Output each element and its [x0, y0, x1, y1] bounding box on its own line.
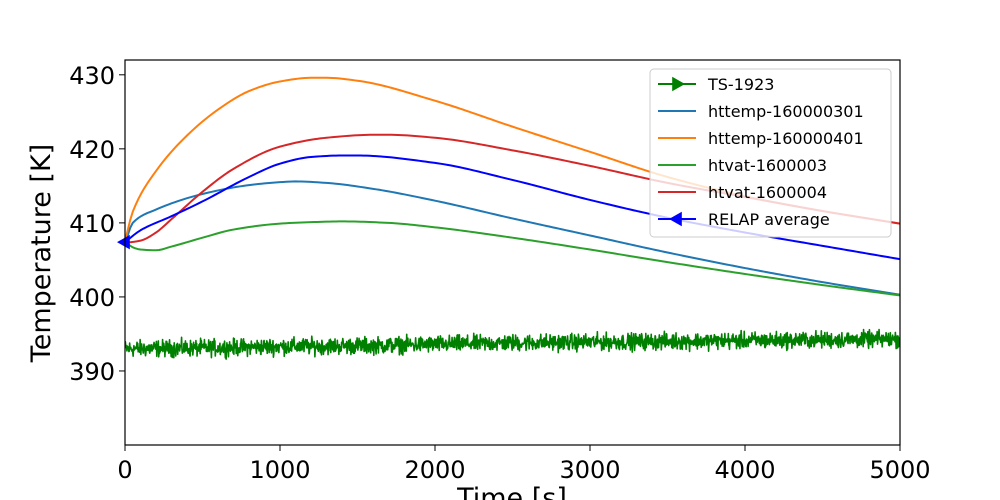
series-line-htvat-1600003	[125, 220, 900, 297]
series-line-ts-1923	[125, 328, 900, 360]
y-axis: 390 400 410 420 430	[69, 62, 125, 386]
series-marker	[117, 234, 130, 250]
legend-item: htvat-1600003	[658, 156, 827, 175]
x-axis: 0 1000 2000 3000 4000 5000	[117, 445, 931, 484]
x-tick-label: 3000	[559, 456, 620, 484]
legend-label: httemp-160000301	[708, 102, 864, 121]
legend-label: RELAP average	[708, 210, 830, 229]
legend-label: httemp-160000401	[708, 129, 864, 148]
legend-box	[649, 68, 892, 238]
legend-item: httemp-160000401	[658, 129, 864, 148]
y-axis-label: Temperature [K]	[26, 144, 57, 363]
plot-frame	[124, 59, 901, 446]
x-tick-label: 5000	[869, 456, 930, 484]
x-tick-label: 4000	[714, 456, 775, 484]
marker-layer	[117, 234, 130, 250]
legend-marker	[672, 76, 685, 92]
legend: TS-1923 httemp-160000301 httemp-160000401 h…	[649, 68, 892, 238]
y-tick-label: 410	[69, 210, 115, 238]
legend-label: htvat-1600004	[708, 183, 827, 202]
x-tick-label: 1000	[249, 456, 310, 484]
y-tick-label: 420	[69, 136, 115, 164]
legend-marker	[669, 211, 682, 227]
legend-label: htvat-1600003	[708, 156, 827, 175]
legend-item: htvat-1600004	[658, 183, 827, 202]
legend-label: TS-1923	[707, 75, 774, 94]
y-tick-label: 390	[69, 358, 115, 386]
y-tick-label: 430	[69, 62, 115, 90]
y-tick-label: 400	[69, 284, 115, 312]
x-tick-label: 2000	[404, 456, 465, 484]
series-line-httemp-160000301	[125, 180, 900, 296]
x-axis-label: Time [s]	[456, 483, 567, 500]
x-tick-label: 0	[117, 456, 132, 484]
legend-item: RELAP average	[658, 210, 830, 229]
legend-item: TS-1923	[658, 75, 774, 94]
legend-item: httemp-160000301	[658, 102, 864, 121]
series-layer	[125, 76, 900, 360]
